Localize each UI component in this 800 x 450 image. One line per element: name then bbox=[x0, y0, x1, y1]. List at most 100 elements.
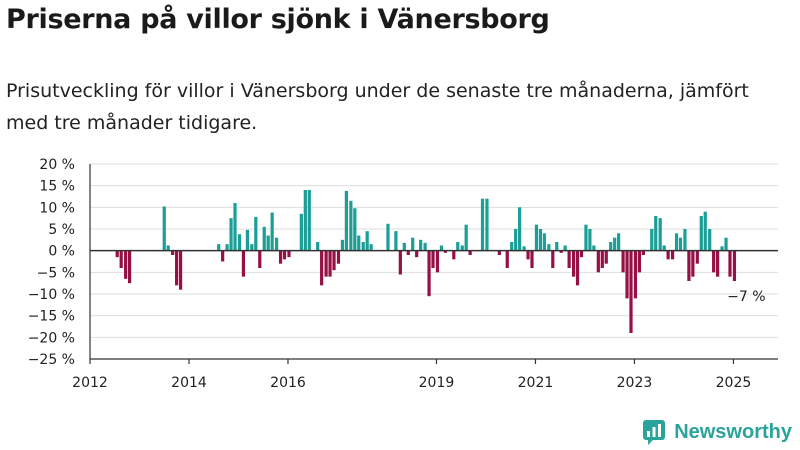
bar bbox=[563, 245, 567, 251]
bar bbox=[357, 235, 361, 251]
bar bbox=[534, 224, 539, 251]
bar bbox=[361, 242, 365, 251]
bar bbox=[369, 244, 373, 251]
bar bbox=[406, 250, 410, 255]
bar bbox=[435, 250, 440, 273]
bar bbox=[278, 250, 283, 264]
bar bbox=[526, 250, 530, 260]
bar bbox=[641, 250, 645, 255]
bar bbox=[320, 250, 324, 286]
bar bbox=[691, 250, 695, 277]
y-tick-label: −10 % bbox=[28, 287, 75, 303]
bar bbox=[386, 223, 390, 251]
bar bbox=[166, 245, 170, 251]
bar bbox=[555, 242, 559, 251]
y-tick-label: 5 % bbox=[48, 222, 75, 238]
bar bbox=[324, 250, 328, 277]
bar bbox=[225, 244, 229, 251]
bar bbox=[258, 250, 262, 268]
bar bbox=[514, 229, 518, 251]
bar bbox=[720, 246, 724, 251]
bar bbox=[518, 207, 522, 251]
bar bbox=[695, 250, 699, 264]
bar bbox=[303, 190, 307, 251]
bar bbox=[275, 237, 279, 251]
bar bbox=[625, 250, 629, 299]
bar bbox=[307, 190, 311, 251]
bar bbox=[394, 231, 398, 251]
bar bbox=[571, 250, 576, 277]
bar bbox=[217, 244, 221, 251]
x-tick-label: 2014 bbox=[171, 375, 207, 391]
bar bbox=[171, 250, 175, 255]
bar bbox=[592, 245, 596, 251]
bar bbox=[328, 250, 332, 277]
y-tick-label: −25 % bbox=[28, 352, 75, 368]
bar bbox=[559, 250, 563, 253]
y-tick-label: 0 % bbox=[48, 244, 75, 260]
bar bbox=[637, 250, 642, 273]
bar bbox=[716, 250, 720, 277]
bar bbox=[427, 250, 431, 297]
bar bbox=[119, 250, 123, 268]
bar bbox=[732, 250, 737, 281]
bar bbox=[270, 212, 274, 251]
bar bbox=[353, 208, 357, 251]
x-tick-label: 2023 bbox=[617, 375, 653, 391]
bar bbox=[703, 211, 707, 251]
bar bbox=[468, 250, 472, 255]
bar bbox=[423, 242, 427, 251]
x-tick-label: 2019 bbox=[419, 375, 455, 391]
bar bbox=[551, 250, 555, 268]
x-tick-label: 2025 bbox=[716, 375, 752, 391]
x-axis: 2012 2014 2016 2019 2021 2023 2025 bbox=[72, 164, 778, 391]
y-tick-label: 10 % bbox=[39, 200, 75, 216]
bar bbox=[124, 250, 128, 279]
bar bbox=[613, 237, 617, 251]
bar bbox=[724, 237, 728, 251]
bar bbox=[621, 250, 625, 273]
bar bbox=[241, 250, 246, 277]
bar bbox=[287, 250, 291, 258]
bar bbox=[530, 250, 534, 268]
bar bbox=[542, 233, 546, 251]
bar bbox=[178, 250, 183, 290]
bar bbox=[708, 229, 712, 251]
bar bbox=[332, 250, 336, 271]
bar bbox=[175, 250, 179, 286]
bar bbox=[712, 250, 716, 273]
bar bbox=[728, 250, 732, 277]
bar bbox=[497, 250, 501, 255]
bar bbox=[683, 229, 687, 251]
bar bbox=[662, 245, 666, 251]
bar bbox=[699, 216, 703, 251]
bar bbox=[419, 239, 423, 251]
bar bbox=[633, 250, 638, 299]
bar bbox=[229, 218, 233, 251]
bar bbox=[221, 250, 225, 262]
brand[interactable]: Newsworthy bbox=[642, 419, 792, 445]
bar bbox=[650, 229, 654, 251]
x-tick-label: 2021 bbox=[518, 375, 554, 391]
bar bbox=[654, 216, 658, 251]
last-value-annotation: −7 % bbox=[727, 289, 765, 305]
bar bbox=[262, 226, 266, 251]
bar bbox=[547, 244, 551, 251]
bar bbox=[340, 239, 345, 251]
bar bbox=[316, 242, 320, 251]
bar bbox=[233, 203, 237, 251]
y-tick-label: −5 % bbox=[37, 265, 75, 281]
bar bbox=[336, 250, 341, 264]
page-subtitle: Prisutveckling för villor i Vänersborg u… bbox=[6, 80, 749, 134]
grid-lines bbox=[90, 163, 778, 360]
page-title: Priserna på villor sjönk i Vänersborg bbox=[6, 4, 550, 35]
bar bbox=[128, 250, 132, 284]
bar bbox=[402, 242, 406, 251]
bar bbox=[579, 250, 584, 258]
bar bbox=[266, 235, 270, 251]
newsworthy-logo-icon bbox=[643, 420, 666, 445]
bar bbox=[510, 242, 514, 251]
bar bbox=[584, 224, 588, 251]
bar bbox=[567, 250, 571, 268]
